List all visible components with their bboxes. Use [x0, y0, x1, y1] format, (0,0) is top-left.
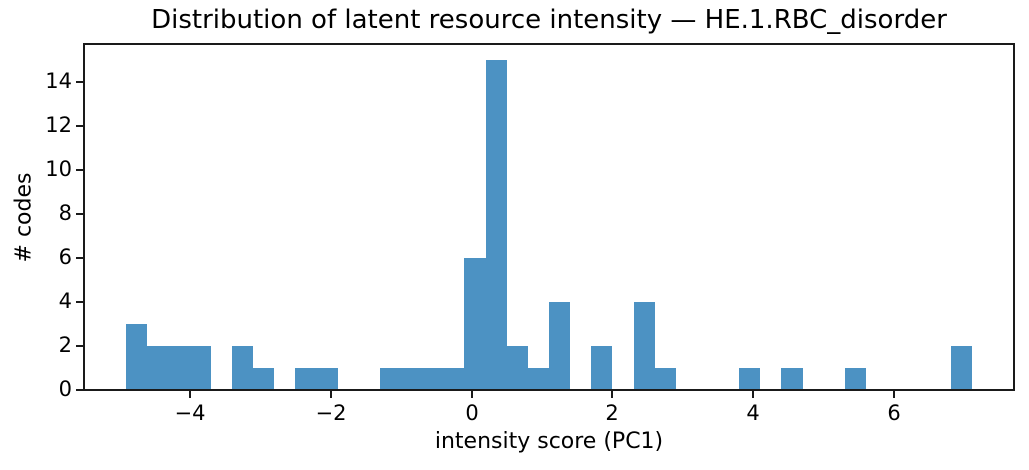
histogram-bar — [295, 368, 317, 390]
histogram-bar — [380, 368, 401, 390]
x-tick-label: −2 — [315, 401, 347, 425]
y-tick-label: 0 — [58, 377, 72, 401]
histogram-bar — [507, 346, 528, 390]
y-tick-mark — [76, 169, 83, 171]
x-tick-label: 0 — [465, 401, 479, 425]
histogram-bar — [845, 368, 866, 390]
y-tick-label: 6 — [58, 245, 72, 269]
y-tick-label: 12 — [45, 113, 72, 137]
x-tick-mark — [893, 391, 895, 398]
histogram-bar — [232, 346, 253, 390]
y-tick-label: 2 — [58, 333, 72, 357]
top-spine — [83, 43, 1015, 45]
histogram-bar — [951, 346, 972, 390]
y-tick-mark — [76, 389, 83, 391]
x-tick-mark — [611, 391, 613, 398]
right-spine — [1013, 43, 1015, 391]
histogram-bar — [126, 324, 147, 390]
histogram-bar — [401, 368, 422, 390]
x-tick-label: 6 — [887, 401, 901, 425]
histogram-bar — [781, 368, 803, 390]
left-spine — [83, 43, 85, 391]
x-tick-label: 4 — [746, 401, 760, 425]
x-tick-mark — [752, 391, 754, 398]
histogram-bar — [169, 346, 190, 390]
histogram-bar — [317, 368, 338, 390]
x-tick-mark — [471, 391, 473, 398]
x-tick-mark — [189, 391, 191, 398]
x-tick-label: −4 — [174, 401, 206, 425]
chart-title: Distribution of latent resource intensit… — [151, 5, 947, 35]
y-tick-mark — [76, 213, 83, 215]
histogram-bar — [486, 60, 507, 390]
histogram-bar — [190, 346, 211, 390]
y-tick-label: 4 — [58, 289, 72, 313]
x-axis-label: intensity score (PC1) — [434, 429, 664, 454]
histogram-bar — [443, 368, 464, 390]
histogram-bar — [634, 302, 655, 390]
x-tick-mark — [330, 391, 332, 398]
bottom-spine — [83, 389, 1015, 391]
histogram-bar — [422, 368, 443, 390]
histogram-bar — [464, 258, 486, 390]
y-tick-label: 14 — [45, 69, 72, 93]
y-tick-label: 10 — [45, 157, 72, 181]
y-tick-mark — [76, 345, 83, 347]
y-tick-label: 8 — [58, 201, 72, 225]
histogram-bar — [739, 368, 760, 390]
x-tick-label: 2 — [605, 401, 619, 425]
histogram-bar — [253, 368, 274, 390]
y-tick-mark — [76, 257, 83, 259]
histogram-bar — [655, 368, 676, 390]
y-tick-mark — [76, 125, 83, 127]
histogram-bar — [528, 368, 549, 390]
histogram-bar — [549, 302, 570, 390]
histogram-bar — [591, 346, 612, 390]
histogram-bar — [147, 346, 169, 390]
y-tick-mark — [76, 301, 83, 303]
y-tick-mark — [76, 81, 83, 83]
